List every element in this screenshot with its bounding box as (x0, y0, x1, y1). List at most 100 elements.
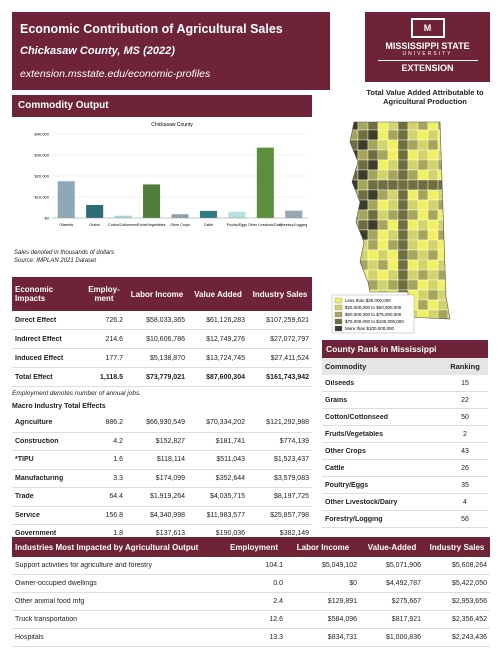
county (437, 122, 449, 131)
county (350, 279, 359, 291)
county (357, 139, 369, 151)
table-cell: 0.0 (273, 580, 283, 587)
county (407, 279, 419, 291)
table-cell: $87,600,304 (206, 373, 245, 381)
county (417, 169, 429, 181)
table-cell: $5,608,264 (451, 562, 487, 569)
county (447, 179, 450, 191)
county (397, 179, 409, 191)
county (437, 179, 449, 191)
table-cell: $107,259,621 (266, 316, 309, 324)
table-cell: 156.8 (105, 511, 123, 519)
county (437, 259, 449, 271)
county (417, 209, 429, 221)
table-cell: 56 (461, 515, 469, 523)
table-cell: *TIPU (15, 456, 34, 464)
table-row: Other animal food mfg 2.4 $129,891 $275,667… (12, 593, 490, 611)
county (367, 139, 379, 151)
county (437, 149, 449, 161)
county (367, 259, 379, 271)
header-cell: Commodity (325, 362, 367, 371)
y-tick-label: $30,000 (35, 153, 50, 158)
county (387, 209, 399, 221)
county (427, 169, 439, 181)
county (417, 149, 429, 161)
county (397, 139, 409, 151)
county (407, 249, 419, 261)
county (427, 189, 439, 201)
table-cell: $70,334,202 (206, 419, 245, 427)
table-cell: $25,857,798 (270, 511, 309, 519)
table-cell: $5,049,102 (321, 562, 357, 569)
county (437, 239, 449, 251)
county (397, 122, 409, 131)
county (448, 320, 458, 330)
county (387, 199, 399, 211)
county (357, 189, 369, 201)
table-cell: $181,741 (215, 437, 245, 445)
table-cell: $121,292,988 (266, 419, 309, 427)
county (377, 122, 389, 131)
table-cell: Manufacturing (15, 474, 64, 482)
county (357, 159, 369, 171)
county (367, 169, 379, 181)
table-cell: $774,139 (279, 437, 309, 445)
table-row: Service 156.8 $4,340,998 $11,983,577 $25,857… (12, 507, 312, 525)
table-row: Oilseeds 15 (322, 375, 488, 392)
county (407, 259, 419, 271)
legend-label: Less than $25,000,000 (345, 298, 391, 303)
county (387, 269, 399, 281)
county (387, 189, 399, 201)
table-cell: 104.1 (265, 562, 283, 569)
table-cell: Oilseeds (325, 379, 355, 387)
header-cell: Ranking (450, 362, 480, 371)
county (427, 289, 439, 301)
county (397, 129, 409, 141)
header-cell: Industry Sales (252, 289, 308, 299)
county (350, 239, 359, 251)
table-cell: Total Effect (15, 373, 53, 381)
county (447, 209, 450, 221)
county (427, 269, 439, 281)
county (357, 129, 369, 141)
county (397, 149, 409, 161)
table-cell: 50 (461, 413, 469, 421)
table-cell: Other animal food mfg (15, 598, 85, 605)
bar (143, 184, 161, 218)
table-row: Forestry/Logging 56 (322, 511, 488, 528)
county (367, 189, 379, 201)
table-row: Construction 4.2 $152,827 $181,741 $774,139 (12, 433, 312, 451)
county (427, 122, 439, 131)
county (397, 259, 409, 271)
logo-name: MISSISSIPPI STATE (385, 41, 470, 51)
bar (86, 204, 104, 218)
county (447, 189, 450, 201)
county (387, 122, 399, 131)
county (350, 139, 359, 151)
county (417, 179, 429, 191)
county (407, 122, 419, 131)
table-cell: $5,422,050 (451, 580, 487, 587)
table-row: Manufacturing 3.3 $174,099 $352,644 $3,579,0… (12, 470, 312, 488)
table-cell: 26 (461, 464, 469, 472)
county (417, 299, 429, 311)
table-cell: Support activities for agriculture and f… (15, 562, 152, 569)
county (447, 259, 450, 271)
county (447, 299, 450, 311)
county (350, 199, 359, 211)
table-cell: 22 (461, 396, 469, 404)
county (367, 249, 379, 261)
table-cell: 43 (461, 447, 469, 455)
county (427, 149, 439, 161)
table-cell: 35 (461, 481, 469, 489)
table-cell: $4,035,715 (209, 493, 245, 501)
map: Less than $25,000,000 $25,000,000 to $50,… (331, 121, 458, 334)
table-row: Indirect Effect 214.6 $10,606,786 $12,749,2… (12, 330, 312, 349)
county (387, 139, 399, 151)
county (447, 229, 450, 241)
county (397, 169, 409, 181)
county (427, 219, 439, 231)
county (367, 122, 379, 131)
table-cell: Service (15, 511, 40, 519)
